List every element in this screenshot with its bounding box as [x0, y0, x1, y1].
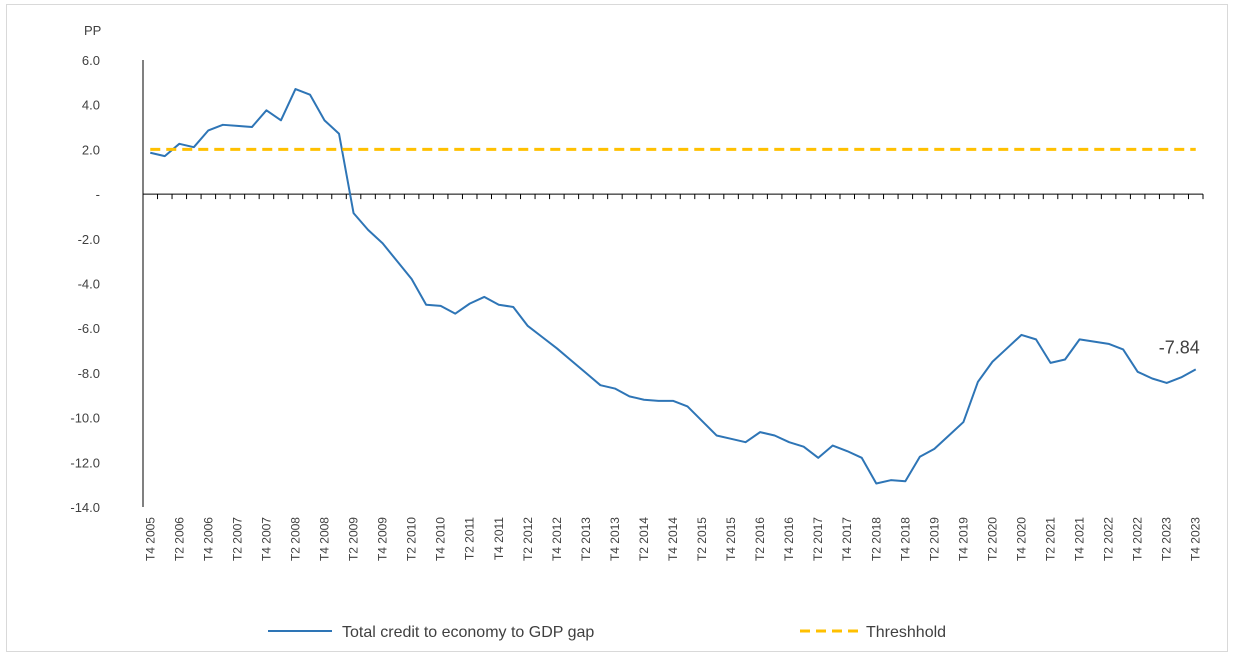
series-layer	[150, 88, 1197, 485]
chart-frame	[6, 4, 1228, 652]
x-tick-label: T2 2017	[811, 517, 825, 561]
x-axis: T4 2005 T2 2006 T4 2006 T2 2007 T4 2007 T2 20…	[142, 193, 1204, 561]
legend-label: Total credit to economy to GDP gap	[342, 624, 594, 641]
x-tick-label: T4 2006	[201, 517, 215, 561]
x-tick-label: T4 2015	[724, 517, 738, 561]
x-tick-label: T2 2012	[521, 517, 535, 561]
x-tick-label: T2 2014	[637, 517, 651, 561]
x-tick-label: T2 2009	[347, 517, 361, 561]
data-label-last-value: -7.84	[1159, 337, 1200, 357]
x-tick-label: T4 2009	[376, 517, 390, 561]
x-tick-label: T2 2023	[1160, 517, 1174, 561]
x-tick-label: T4 2008	[318, 517, 332, 561]
y-axis: 6.0 4.0 2.0 - -2.0 -4.0 -6.0 -8.0 -10.0 -12.0 -14.…	[70, 53, 144, 515]
y-tick-label: -6.0	[78, 321, 100, 336]
x-tick-label: T2 2021	[1044, 517, 1058, 561]
y-tick-label: 4.0	[82, 98, 100, 113]
x-tick-label: T4 2020	[1014, 517, 1028, 561]
x-tick-label: T2 2016	[753, 517, 767, 561]
y-tick-label: -4.0	[78, 277, 100, 292]
x-tick-label: T4 2016	[782, 517, 796, 561]
legend: Total credit to economy to GDP gap Thresh…	[268, 624, 946, 641]
series-line-credit-gap	[150, 88, 1197, 485]
annotation-layer: -7.84	[1159, 337, 1200, 357]
x-tick-label: T4 2017	[840, 517, 854, 561]
y-unit-label: PP	[84, 23, 101, 38]
x-tick-label: T2 2018	[869, 517, 883, 561]
x-tick-label: T4 2007	[259, 517, 273, 561]
x-tick-label: T2 2006	[172, 517, 186, 561]
x-tick-label: T4 2013	[608, 517, 622, 561]
x-tick-label: T2 2022	[1102, 517, 1116, 561]
y-tick-label: -8.0	[78, 366, 100, 381]
x-tick-label: T4 2018	[898, 517, 912, 561]
x-tick-label: T2 2008	[288, 517, 302, 561]
x-tick-label: T4 2022	[1131, 517, 1145, 561]
x-tick-label: T4 2023	[1189, 517, 1203, 561]
x-tick-label: T4 2019	[956, 517, 970, 561]
x-tick-label: T2 2007	[230, 517, 244, 561]
x-tick-label: T4 2005	[143, 517, 157, 561]
x-tick-label: T4 2021	[1073, 517, 1087, 561]
x-tick-label: T2 2015	[695, 517, 709, 561]
y-tick-label: -10.0	[70, 411, 100, 426]
x-tick-label: T4 2011	[492, 517, 506, 560]
y-tick-label: -12.0	[70, 455, 100, 470]
x-tick-label: T2 2011	[463, 517, 477, 560]
y-tick-label: 2.0	[82, 142, 100, 157]
x-tick-label: T4 2012	[550, 517, 564, 561]
x-tick-label: T4 2010	[434, 517, 448, 561]
x-tick-label: T2 2010	[405, 517, 419, 561]
y-tick-label: -	[96, 187, 100, 202]
legend-label: Threshhold	[866, 624, 946, 641]
y-tick-label: -2.0	[78, 232, 100, 247]
x-tick-label: T2 2019	[927, 517, 941, 561]
x-tick-label: T2 2013	[579, 517, 593, 561]
x-tick-label: T4 2014	[666, 517, 680, 561]
y-tick-label: -14.0	[70, 500, 100, 515]
x-tick-label: T2 2020	[985, 517, 999, 561]
y-tick-label: 6.0	[82, 53, 100, 68]
